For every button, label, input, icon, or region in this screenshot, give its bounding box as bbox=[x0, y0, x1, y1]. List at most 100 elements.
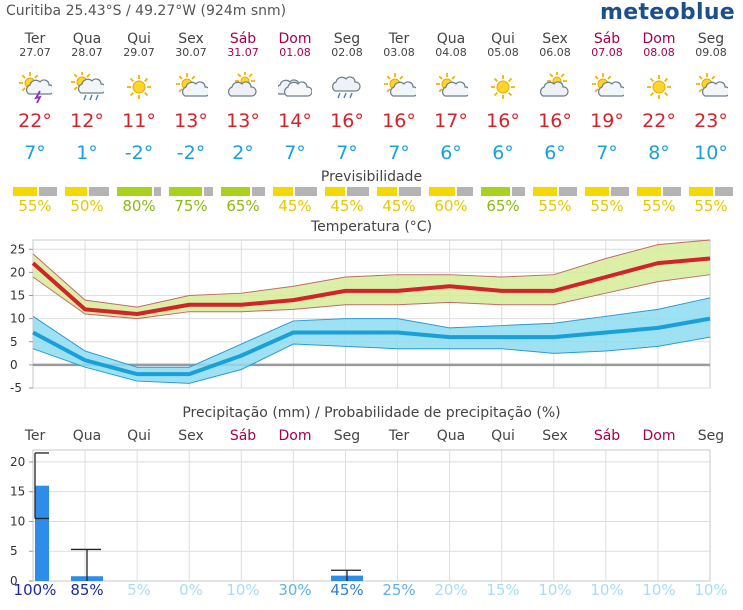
max-temp: 22° bbox=[18, 110, 52, 132]
day-name: Sex bbox=[542, 31, 568, 47]
min-temp: 7° bbox=[596, 142, 618, 164]
predictability-fill bbox=[689, 187, 713, 196]
precip-day-label: Dom bbox=[278, 428, 312, 444]
precip-probability: 10% bbox=[642, 581, 676, 599]
day-date: 27.07 bbox=[19, 46, 51, 59]
predictability-percent: 45% bbox=[330, 197, 364, 215]
day-column: Dom 08.08 bbox=[633, 32, 685, 59]
min-temp: -2° bbox=[176, 142, 206, 164]
day-date: 08.08 bbox=[643, 46, 675, 59]
predictability-fill bbox=[325, 187, 345, 196]
min-temp: 7° bbox=[24, 142, 46, 164]
predictability-fill bbox=[65, 187, 87, 196]
temp-y-tick: -5 bbox=[10, 381, 22, 395]
range-upper-edge bbox=[32, 239, 711, 308]
tmin-line bbox=[32, 316, 711, 377]
sun-icon bbox=[486, 72, 520, 102]
predictability-fill bbox=[221, 187, 250, 196]
range-lower-edge bbox=[32, 274, 711, 320]
min-temp: 6° bbox=[440, 142, 462, 164]
predictability-percent: 75% bbox=[174, 197, 208, 215]
predictability-fill bbox=[533, 187, 557, 196]
temperature-chart-title: Temperatura (°C) bbox=[310, 219, 433, 235]
predictability-fill bbox=[481, 187, 510, 196]
day-column: Sáb 07.08 bbox=[581, 32, 633, 59]
precip-probability: 45% bbox=[330, 581, 364, 599]
predictability-bar bbox=[325, 187, 369, 196]
min-temp: 8° bbox=[648, 142, 670, 164]
day-date: 02.08 bbox=[331, 46, 363, 59]
predictability-bar bbox=[65, 187, 109, 196]
sun-cloud-rain-icon bbox=[70, 71, 107, 102]
day-date: 28.07 bbox=[71, 46, 103, 59]
predictability-bar bbox=[533, 187, 577, 196]
cloud-rain-icon bbox=[330, 72, 364, 102]
predictability-bar bbox=[429, 187, 473, 196]
day-date: 01.08 bbox=[279, 46, 311, 59]
predictability-rest bbox=[559, 187, 577, 196]
max-temp: 17° bbox=[434, 110, 468, 132]
day-name: Qui bbox=[127, 31, 151, 47]
temp-y-tick: 10 bbox=[10, 312, 25, 326]
day-column: Sáb 31.07 bbox=[217, 32, 269, 59]
cloud-icon bbox=[276, 72, 313, 102]
day-column: Ter 03.08 bbox=[373, 32, 425, 59]
day-name: Seg bbox=[697, 31, 725, 47]
precipitation-chart-title: Precipitação (mm) / Probabilidade de pre… bbox=[182, 405, 561, 421]
predictability-rest bbox=[512, 187, 525, 196]
predictability-fill bbox=[429, 187, 455, 196]
predictability-bar bbox=[689, 187, 733, 196]
predictability-percent: 50% bbox=[70, 197, 104, 215]
day-date: 04.08 bbox=[435, 46, 467, 59]
min-temp: 7° bbox=[284, 142, 306, 164]
day-name: Ter bbox=[388, 31, 410, 47]
precip-day-label: Qui bbox=[491, 428, 515, 444]
predictability-bar bbox=[585, 187, 629, 196]
predictability-percent: 55% bbox=[18, 197, 52, 215]
day-name: Qua bbox=[436, 31, 466, 47]
day-date: 05.08 bbox=[487, 46, 519, 59]
day-name: Qua bbox=[72, 31, 102, 47]
range-lower-edge bbox=[32, 336, 711, 384]
location-header: Curitiba 25.43°S / 49.27°W (924m snm) bbox=[6, 3, 287, 19]
day-date: 06.08 bbox=[539, 46, 571, 59]
day-date: 07.08 bbox=[591, 46, 623, 59]
day-name: Sáb bbox=[593, 31, 621, 47]
day-column: Ter 27.07 bbox=[9, 32, 61, 59]
predictability-fill bbox=[117, 187, 152, 196]
temp-y-tick: 25 bbox=[10, 242, 25, 256]
predictability-bar bbox=[13, 187, 57, 196]
predictability-rest bbox=[715, 187, 733, 196]
day-date: 03.08 bbox=[383, 46, 415, 59]
max-temp: 16° bbox=[486, 110, 520, 132]
precip-day-label: Sex bbox=[542, 428, 568, 444]
predictability-percent: 60% bbox=[434, 197, 468, 215]
min-temp: 10° bbox=[694, 142, 728, 164]
max-temp: 16° bbox=[382, 110, 416, 132]
predictability-percent: 55% bbox=[590, 197, 624, 215]
day-date: 29.07 bbox=[123, 46, 155, 59]
precip-day-label: Qua bbox=[436, 428, 466, 444]
temp-y-tick: 5 bbox=[10, 335, 18, 349]
predictability-fill bbox=[377, 187, 397, 196]
precip-day-label: Ter bbox=[388, 428, 410, 444]
sun-cloud-icon bbox=[382, 72, 419, 102]
min-temp: 2° bbox=[232, 142, 254, 164]
min-temp: 6° bbox=[492, 142, 514, 164]
predictability-percent: 55% bbox=[694, 197, 728, 215]
predictability-percent: 65% bbox=[486, 197, 520, 215]
precip-day-label: Sex bbox=[178, 428, 204, 444]
meteoblue-logo[interactable]: meteoblue bbox=[600, 0, 735, 25]
predictability-percent: 55% bbox=[538, 197, 572, 215]
day-name: Sex bbox=[178, 31, 204, 47]
day-name: Sáb bbox=[229, 31, 257, 47]
max-temp: 23° bbox=[694, 110, 728, 132]
precip-probability: 25% bbox=[382, 581, 416, 599]
predictability-title: Previsibilidade bbox=[320, 169, 423, 185]
predictability-bar bbox=[481, 187, 525, 196]
predictability-rest bbox=[663, 187, 681, 196]
predictability-bar bbox=[637, 187, 681, 196]
precip-day-label: Seg bbox=[697, 428, 725, 444]
day-date: 09.08 bbox=[695, 46, 727, 59]
predictability-bar bbox=[221, 187, 265, 196]
